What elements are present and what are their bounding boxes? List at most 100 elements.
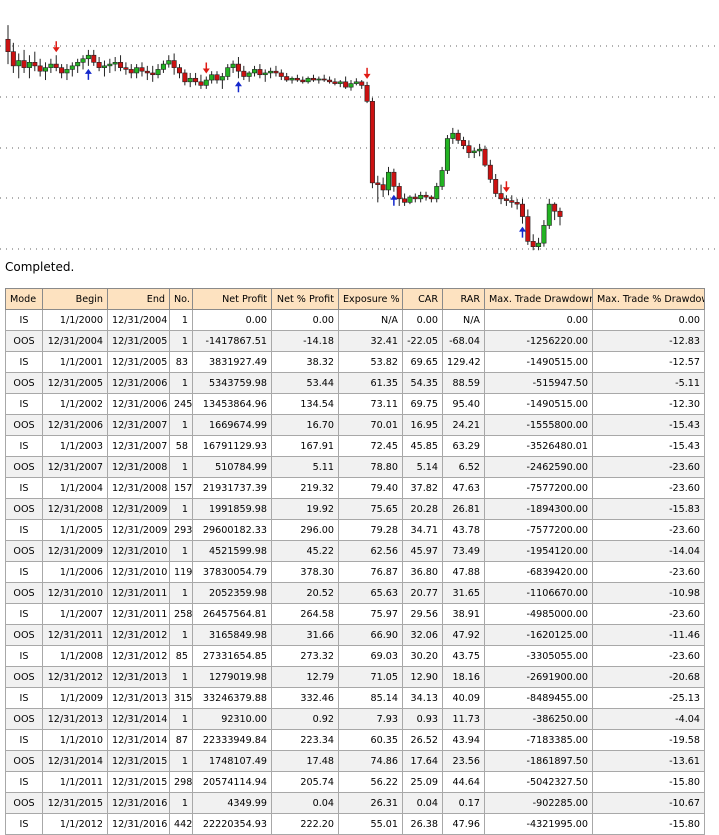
candle-body — [64, 69, 70, 74]
table-row[interactable]: IS 1/1/2007 12/31/2011 258 26457564.81 264.58… — [5, 603, 705, 625]
column-header-max-trade-pct-drawdown[interactable]: Max. Trade % Drawdown — [592, 288, 705, 310]
cell-mode: IS — [5, 309, 43, 331]
cell-begin: 1/1/2003 — [42, 435, 108, 457]
cell-net-pct-profit: 31.66 — [271, 624, 339, 646]
cell-max-trade-drawdown: -7577200.00 — [484, 519, 593, 541]
candle-body — [32, 62, 38, 67]
cell-net-pct-profit: 222.20 — [271, 813, 339, 835]
cell-mode: IS — [5, 603, 43, 625]
cell-end: 12/31/2014 — [107, 708, 170, 730]
candle-body — [466, 145, 472, 154]
cell-max-trade-drawdown: -1256220.00 — [484, 330, 593, 352]
cell-rar: 47.88 — [442, 561, 485, 583]
cell-car: 45.85 — [402, 435, 443, 457]
sell-arrow-head — [202, 68, 210, 74]
table-row[interactable]: OOS 12/31/2009 12/31/2010 1 4521599.98 45.22 6… — [5, 540, 705, 562]
cell-max-trade-drawdown: -8489455.00 — [484, 687, 593, 709]
column-header-end[interactable]: End — [107, 288, 170, 310]
cell-net-profit: 22220354.93 — [192, 813, 272, 835]
table-row[interactable]: OOS 12/31/2015 12/31/2016 1 4349.99 0.04 26.31… — [5, 792, 705, 814]
cell-net-pct-profit: 0.04 — [271, 792, 339, 814]
candle-body — [284, 76, 290, 81]
cell-net-profit: 20574114.94 — [192, 771, 272, 793]
candle-body — [353, 81, 359, 84]
cell-exposure: 66.90 — [338, 624, 403, 646]
column-header-exposure[interactable]: Exposure % — [338, 288, 403, 310]
column-header-rar[interactable]: RAR — [442, 288, 485, 310]
table-row[interactable]: IS 1/1/2004 12/31/2008 157 21931737.39 219.32… — [5, 477, 705, 499]
candle-body — [246, 72, 252, 77]
cell-no: 1 — [169, 582, 193, 604]
cell-car: 54.35 — [402, 372, 443, 394]
table-row[interactable]: IS 1/1/2003 12/31/2007 58 16791129.93 167.91 7… — [5, 435, 705, 457]
cell-max-trade-drawdown: -386250.00 — [484, 708, 593, 730]
cell-max-trade-drawdown: -2691900.00 — [484, 666, 593, 688]
table-row[interactable]: OOS 12/31/2006 12/31/2007 1 1669674.99 16.70 7… — [5, 414, 705, 436]
table-row[interactable]: IS 1/1/2009 12/31/2013 315 33246379.88 332.46… — [5, 687, 705, 709]
cell-net-pct-profit: 296.00 — [271, 519, 339, 541]
candle-body — [294, 77, 300, 81]
cell-no: 119 — [169, 561, 193, 583]
cell-mode: IS — [5, 519, 43, 541]
table-row[interactable]: OOS 12/31/2013 12/31/2014 1 92310.00 0.92 7.93… — [5, 708, 705, 730]
column-header-net-pct-profit[interactable]: Net % Profit — [271, 288, 339, 310]
table-row[interactable]: OOS 12/31/2011 12/31/2012 1 3165849.98 31.66 6… — [5, 624, 705, 646]
cell-max-trade-drawdown: -1861897.50 — [484, 750, 593, 772]
table-row[interactable]: OOS 12/31/2007 12/31/2008 1 510784.99 5.11 78.… — [5, 456, 705, 478]
table-row[interactable]: OOS 12/31/2005 12/31/2006 1 5343759.98 53.44 6… — [5, 372, 705, 394]
cell-net-profit: 27331654.85 — [192, 645, 272, 667]
cell-begin: 1/1/2005 — [42, 519, 108, 541]
cell-max-trade-pct-drawdown: -23.60 — [592, 456, 705, 478]
cell-rar: 26.81 — [442, 498, 485, 520]
cell-no: 258 — [169, 603, 193, 625]
cell-car: 0.00 — [402, 309, 443, 331]
cell-end: 12/31/2015 — [107, 750, 170, 772]
cell-begin: 1/1/2001 — [42, 351, 108, 373]
candle-body — [439, 170, 445, 187]
candle-body — [428, 196, 434, 200]
cell-mode: OOS — [5, 582, 43, 604]
table-row[interactable]: OOS 12/31/2012 12/31/2013 1 1279019.98 12.79 7… — [5, 666, 705, 688]
cell-net-pct-profit: 53.44 — [271, 372, 339, 394]
table-row[interactable]: IS 1/1/2010 12/31/2014 87 22333949.84 223.34 6… — [5, 729, 705, 751]
table-row[interactable]: IS 1/1/2012 12/31/2016 442 22220354.93 222.20… — [5, 813, 705, 835]
column-header-car[interactable]: CAR — [402, 288, 443, 310]
table-row[interactable]: OOS 12/31/2008 12/31/2009 1 1991859.98 19.92 7… — [5, 498, 705, 520]
cell-rar: 43.75 — [442, 645, 485, 667]
cell-net-profit: 3165849.98 — [192, 624, 272, 646]
table-body: IS 1/1/2000 12/31/2004 1 0.00 0.00 N/A 0.00 N/A 0… — [5, 309, 705, 835]
cell-mode: IS — [5, 477, 43, 499]
cell-net-profit: 22333949.84 — [192, 729, 272, 751]
table-header: Mode Begin End No. Net Profit Net % Profit Exp… — [5, 288, 705, 310]
table-row[interactable]: IS 1/1/2002 12/31/2006 245 13453864.96 134.54… — [5, 393, 705, 415]
candle-body — [482, 148, 488, 166]
cell-car: 25.09 — [402, 771, 443, 793]
cell-begin: 12/31/2007 — [42, 456, 108, 478]
column-header-max-trade-drawdown[interactable]: Max. Trade Drawdown — [484, 288, 593, 310]
cell-end: 12/31/2006 — [107, 372, 170, 394]
column-header-no[interactable]: No. — [169, 288, 193, 310]
table-row[interactable]: IS 1/1/2001 12/31/2005 83 3831927.49 38.32 53.… — [5, 351, 705, 373]
table-row[interactable]: OOS 12/31/2014 12/31/2015 1 1748107.49 17.48 7… — [5, 750, 705, 772]
table-row[interactable]: IS 1/1/2008 12/31/2012 85 27331654.85 273.32 6… — [5, 645, 705, 667]
candle-body — [139, 67, 145, 72]
table-row[interactable]: IS 1/1/2005 12/31/2009 293 29600182.33 296.00… — [5, 519, 705, 541]
table-row[interactable]: IS 1/1/2011 12/31/2015 298 20574114.94 205.74… — [5, 771, 705, 793]
cell-rar: 63.29 — [442, 435, 485, 457]
table-row[interactable]: OOS 12/31/2010 12/31/2011 1 2052359.98 20.52 6… — [5, 582, 705, 604]
column-header-net-profit[interactable]: Net Profit — [192, 288, 272, 310]
cell-net-pct-profit: 12.79 — [271, 666, 339, 688]
cell-rar: 23.56 — [442, 750, 485, 772]
candle-body — [155, 69, 161, 76]
candle-body — [461, 140, 467, 146]
cell-no: 1 — [169, 708, 193, 730]
candle-body — [198, 81, 204, 86]
cell-mode: OOS — [5, 330, 43, 352]
cell-net-profit: 16791129.93 — [192, 435, 272, 457]
candle-body — [241, 70, 247, 77]
column-header-mode[interactable]: Mode — [5, 288, 43, 310]
column-header-begin[interactable]: Begin — [42, 288, 108, 310]
table-row[interactable]: IS 1/1/2006 12/31/2010 119 37830054.79 378.30… — [5, 561, 705, 583]
table-row[interactable]: IS 1/1/2000 12/31/2004 1 0.00 0.00 N/A 0.00 N/A 0… — [5, 309, 705, 331]
table-row[interactable]: OOS 12/31/2004 12/31/2005 1 -1417867.51 -14.1… — [5, 330, 705, 352]
